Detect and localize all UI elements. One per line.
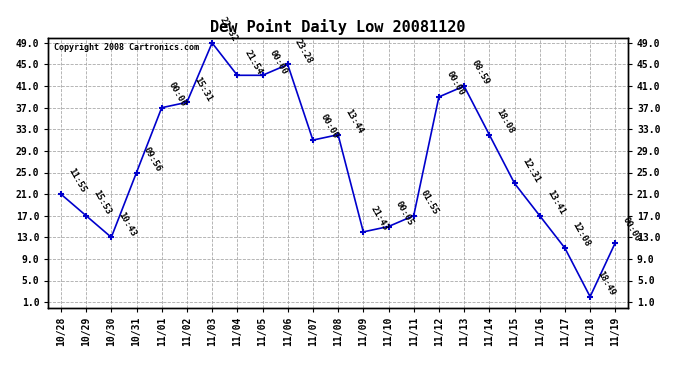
Text: 09:56: 09:56: [142, 146, 164, 173]
Text: 21:43: 21:43: [369, 205, 390, 232]
Text: 00:05: 00:05: [394, 200, 415, 227]
Text: 00:00: 00:00: [319, 113, 339, 141]
Text: Copyright 2008 Cartronics.com: Copyright 2008 Cartronics.com: [54, 43, 199, 52]
Text: 15:53: 15:53: [92, 189, 113, 216]
Text: 23:28: 23:28: [293, 38, 315, 65]
Text: 21:54: 21:54: [243, 48, 264, 76]
Text: 01:55: 01:55: [420, 189, 440, 216]
Text: 08:59: 08:59: [470, 59, 491, 87]
Text: 00:00: 00:00: [621, 216, 642, 243]
Text: 12:31: 12:31: [520, 156, 541, 184]
Text: 13:44: 13:44: [344, 108, 365, 135]
Text: 13:41: 13:41: [545, 189, 566, 216]
Text: 10:43: 10:43: [117, 210, 138, 238]
Text: 15:31: 15:31: [193, 75, 214, 103]
Text: 22:32: 22:32: [217, 16, 239, 44]
Text: 11:55: 11:55: [66, 167, 88, 195]
Text: 00:00: 00:00: [167, 81, 188, 108]
Text: 18:49: 18:49: [595, 270, 617, 297]
Text: 12:08: 12:08: [571, 221, 592, 249]
Text: 00:00: 00:00: [444, 70, 466, 98]
Text: 00:00: 00:00: [268, 48, 289, 76]
Title: Dew Point Daily Low 20081120: Dew Point Daily Low 20081120: [210, 19, 466, 35]
Text: 18:08: 18:08: [495, 108, 516, 135]
